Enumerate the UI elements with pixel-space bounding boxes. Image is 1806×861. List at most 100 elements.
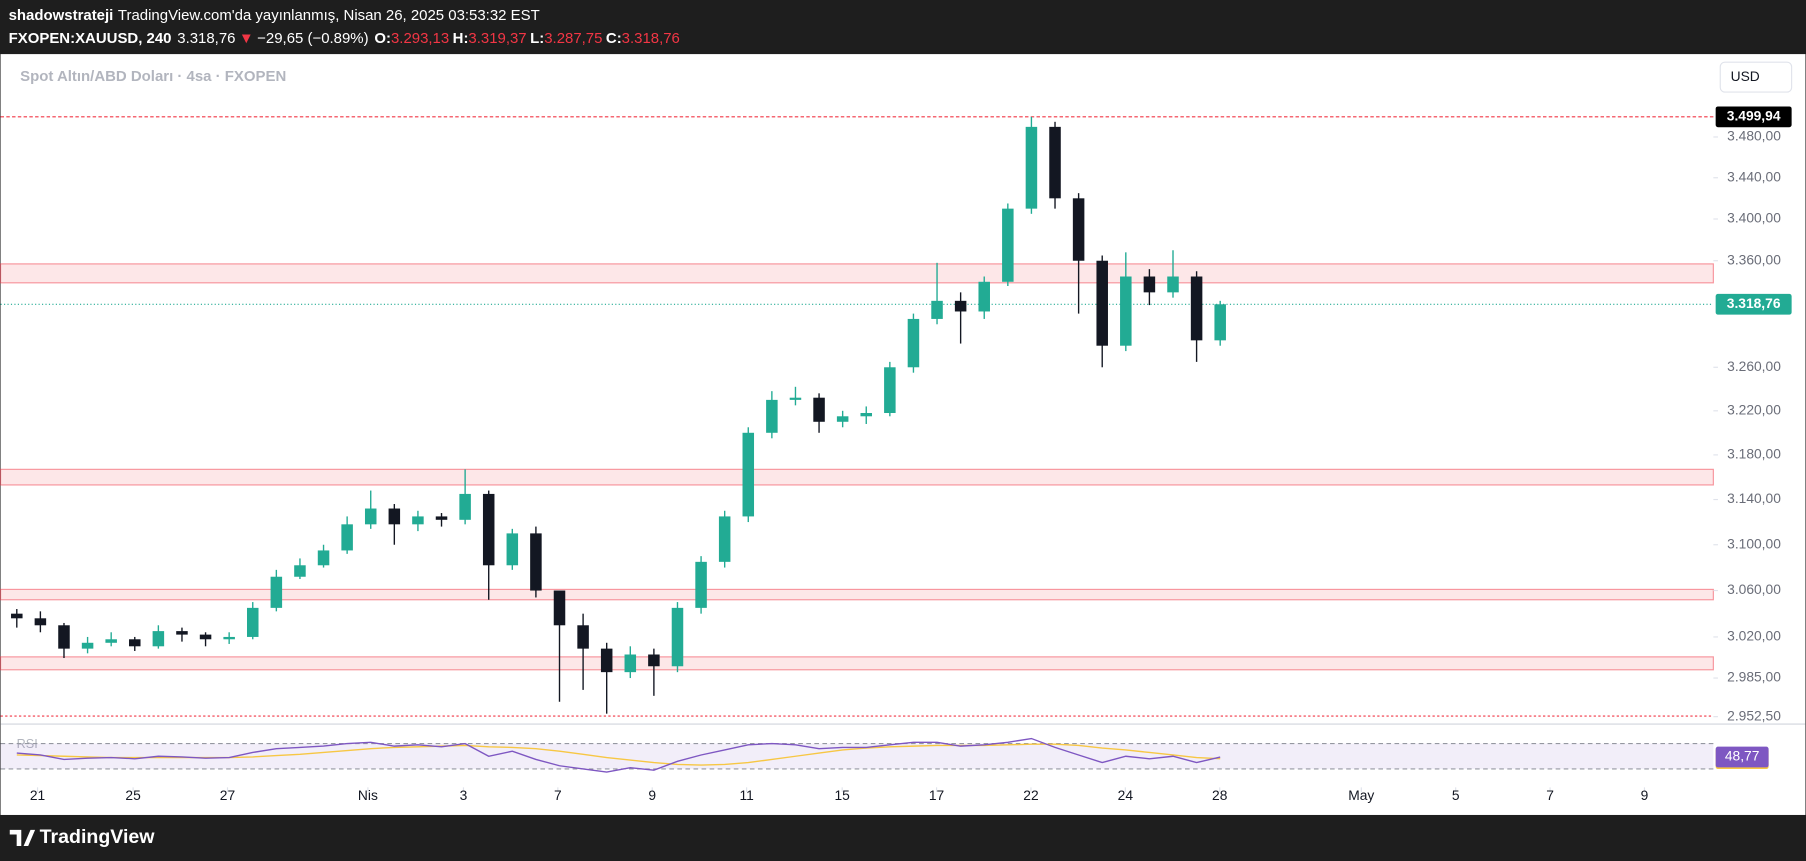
x-tick-label: 25 [125, 787, 141, 803]
header-line-2: FXOPEN:XAUUSD, 240 3.318,76 ▼ −29,65 (−0.89… [9, 30, 680, 47]
o-label: O: [374, 30, 391, 47]
x-tick-label: 9 [648, 787, 656, 803]
currency: USD [1731, 68, 1760, 84]
candle-body [695, 561, 707, 608]
x-tick-label: 5 [1452, 787, 1460, 803]
x-tick-label: 21 [30, 787, 45, 803]
candle-body [11, 613, 23, 619]
price-label-box [1715, 106, 1792, 128]
candle-body [1072, 198, 1085, 261]
candle-body [34, 618, 47, 626]
candle-body [152, 631, 165, 647]
candle-body [907, 318, 920, 368]
candle-body [836, 416, 849, 422]
rsi-label-box [1715, 746, 1769, 768]
x-tick-label: 27 [220, 787, 235, 803]
y-tick-label: 3.180,00 [1727, 446, 1781, 462]
candle-body [388, 508, 401, 525]
zone [0, 468, 1714, 486]
candle-body [553, 590, 566, 626]
y-tick-label: 2.985,00 [1727, 669, 1781, 685]
candle-body [223, 636, 235, 640]
x-tick-label: 28 [1212, 787, 1228, 803]
y-tick-label: 3.100,00 [1727, 535, 1781, 551]
change: −29,65 (−0.89%) [257, 30, 368, 47]
rsi-label: 48,77 [1725, 748, 1760, 764]
zone [0, 263, 1714, 284]
candle-body [624, 654, 637, 673]
y-tick-label: 3.220,00 [1727, 401, 1781, 417]
candle-body [129, 639, 141, 647]
candle-body [1049, 126, 1061, 199]
candle-body [1002, 208, 1014, 282]
candle-body [364, 508, 377, 525]
candle-body [648, 654, 660, 667]
y-tick-label: 3.060,00 [1727, 581, 1781, 597]
candle-body [459, 493, 471, 520]
chart-panel [0, 54, 1806, 815]
x-tick-label: 22 [1023, 787, 1038, 803]
x-tick-label: Nis [358, 787, 378, 803]
candle-body [1214, 304, 1226, 341]
y-tick-label: 3.140,00 [1727, 490, 1781, 506]
candle-body [766, 399, 778, 433]
candle-body [718, 516, 731, 562]
candle-body [270, 576, 283, 608]
x-tick-label: 11 [739, 787, 753, 803]
candle-body [1143, 276, 1156, 293]
candle-body [176, 631, 188, 635]
x-tick-label: 7 [554, 787, 562, 803]
candle-body [577, 625, 589, 649]
x-tick-label: May [1348, 787, 1374, 803]
x-tick-label: 7 [1546, 787, 1554, 803]
candle-body [742, 432, 755, 517]
y-tick-label: 3.360,00 [1727, 251, 1781, 267]
h-label: H: [453, 30, 469, 47]
x-tick-label: 9 [1641, 787, 1649, 803]
rsi-line [16, 737, 1221, 773]
o: 3.293,13 [391, 30, 449, 47]
chart-title: Spot Altın/ABD Doları · 4sa · FXOPEN [20, 68, 286, 85]
candle-body [341, 524, 353, 551]
candle-body [482, 493, 495, 566]
h: 3.319,37 [468, 30, 526, 47]
price-label: 3.318,76 [1727, 295, 1781, 311]
price: 3.318,76 [177, 30, 235, 47]
y-tick-label: 3.260,00 [1727, 358, 1781, 374]
c-label: C: [606, 30, 622, 47]
y-tick-label: 3.480,00 [1727, 128, 1781, 144]
symbol: FXOPEN:XAUUSD, 240 [9, 30, 172, 47]
published: TradingView.com'da yayınlanmış, Nisan 26… [118, 7, 540, 24]
candle-body [1025, 126, 1038, 209]
candle-body [81, 642, 94, 649]
candle-body [813, 397, 825, 422]
candle-body [600, 648, 613, 673]
currency-button[interactable] [1719, 61, 1793, 93]
x-tick-label: 3 [460, 787, 468, 803]
c: 3.318,76 [622, 30, 680, 47]
y-tick-label: 3.020,00 [1727, 628, 1781, 644]
candle-body [412, 516, 424, 525]
price-label: 3.499,94 [1727, 107, 1781, 123]
candle-body [954, 300, 967, 312]
candle-body [530, 533, 542, 591]
zone [0, 588, 1714, 601]
brand: TradingView [40, 826, 156, 848]
x-tick-label: 24 [1118, 787, 1134, 803]
l: 3.287,75 [544, 30, 602, 47]
y-tick-label: 3.400,00 [1727, 210, 1781, 226]
candle-body [860, 413, 873, 417]
candle-body [506, 533, 519, 566]
candle-body [246, 607, 259, 637]
candle-body [294, 565, 306, 577]
candle-body [978, 281, 990, 312]
price-label-box [1715, 293, 1792, 315]
candle-body [1120, 276, 1132, 346]
l-label: L: [530, 30, 544, 47]
x-tick-label: 15 [835, 787, 851, 803]
y-tick-label: 2.952,50 [1727, 707, 1781, 723]
candle-body [1096, 260, 1108, 346]
candle-body [884, 367, 896, 414]
candle-body [105, 639, 117, 643]
